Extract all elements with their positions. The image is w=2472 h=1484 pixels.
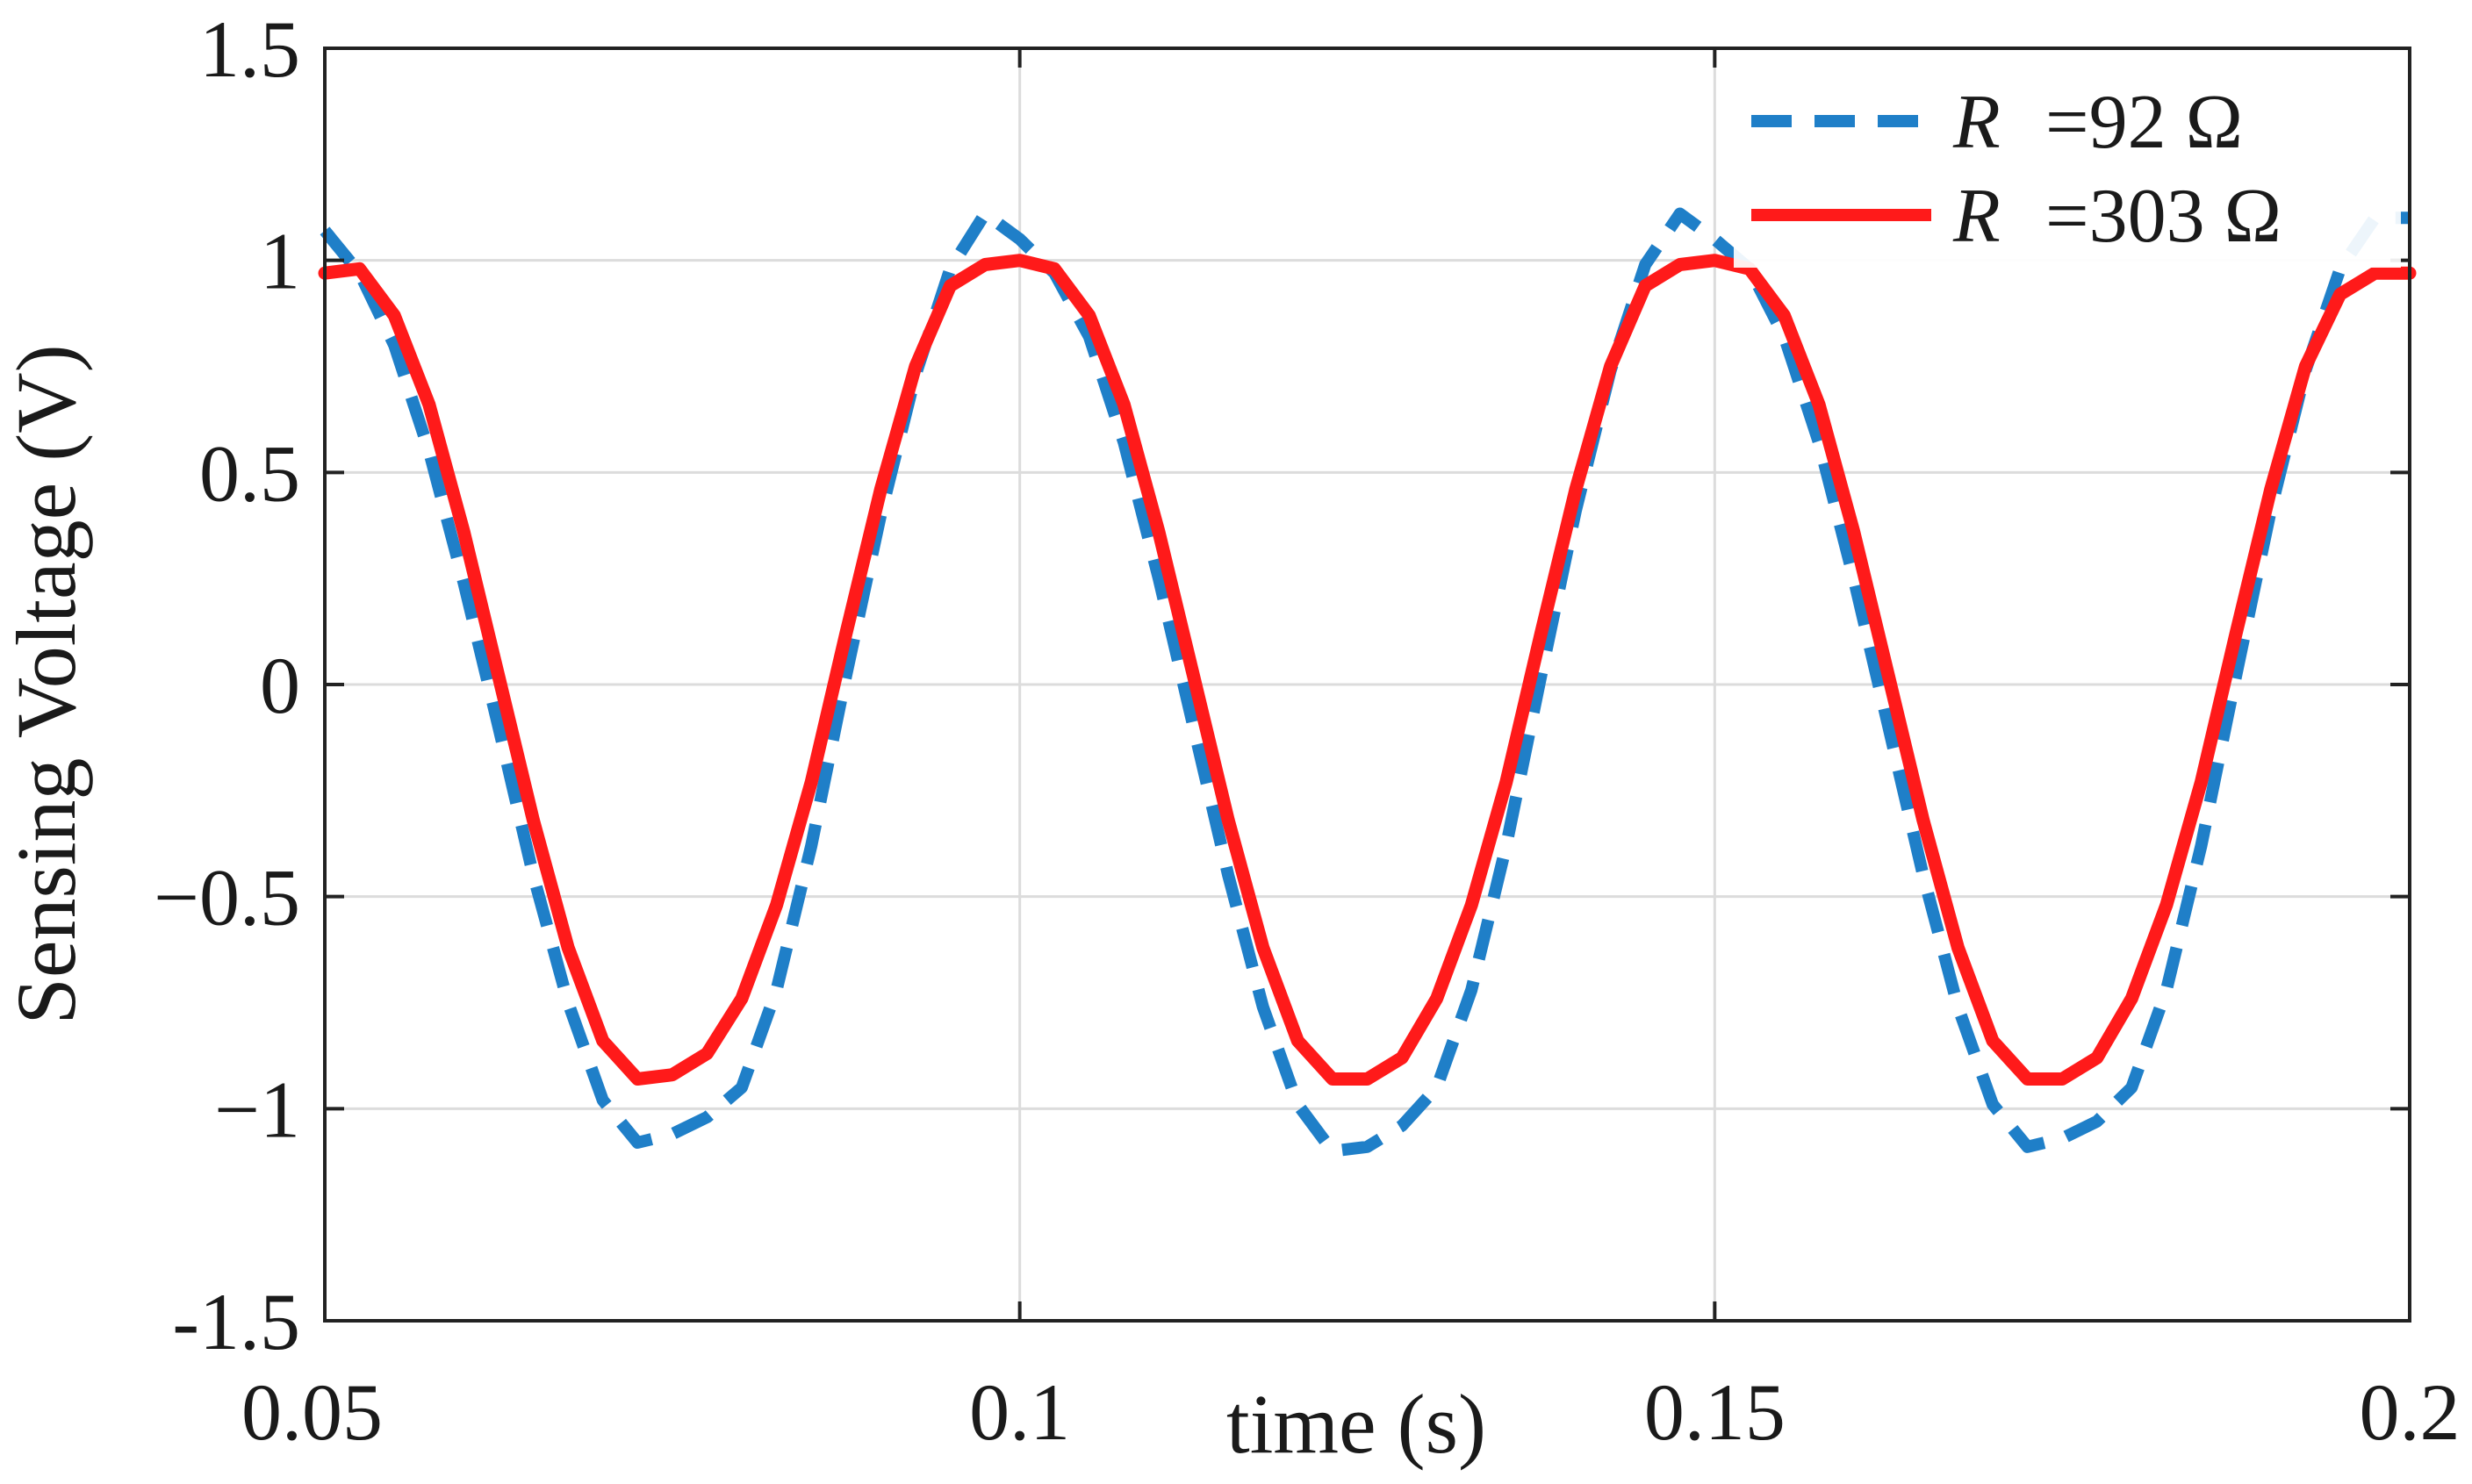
y-tick-label: 1.5 bbox=[199, 4, 300, 94]
x-axis-title: time (s) bbox=[1226, 1377, 1486, 1471]
y-axis-title: Sensing Voltage (V) bbox=[0, 344, 93, 1024]
x-tick-label: 0.2 bbox=[2360, 1367, 2461, 1457]
x-tick-label: 0.05 bbox=[241, 1367, 383, 1457]
legend: R =92 Ω R =303 Ω bbox=[1734, 66, 2401, 268]
x-tick-label: 0.15 bbox=[1644, 1367, 1786, 1457]
y-tick-label: −1 bbox=[214, 1065, 300, 1154]
legend-label-r303: =303 Ω bbox=[2045, 174, 2282, 259]
legend-background bbox=[1734, 66, 2401, 268]
axis-ticks bbox=[323, 47, 2411, 1323]
y-tick-label: 1 bbox=[260, 217, 300, 306]
legend-symbol-r92: R bbox=[1952, 80, 2001, 165]
series-line-r303 bbox=[318, 254, 2417, 1086]
y-tick-label: 0 bbox=[260, 641, 300, 730]
legend-symbol-r303: R bbox=[1952, 174, 2001, 259]
x-tick-label: 0.1 bbox=[969, 1367, 1070, 1457]
series-layer bbox=[318, 207, 2417, 1158]
y-tick-label: 0.5 bbox=[199, 428, 300, 518]
series-line-r92 bbox=[320, 207, 2410, 1158]
y-tick-label: −0.5 bbox=[154, 853, 300, 943]
legend-label-r92: =92 Ω bbox=[2045, 80, 2243, 165]
y-tick-label: -1.5 bbox=[172, 1277, 300, 1366]
